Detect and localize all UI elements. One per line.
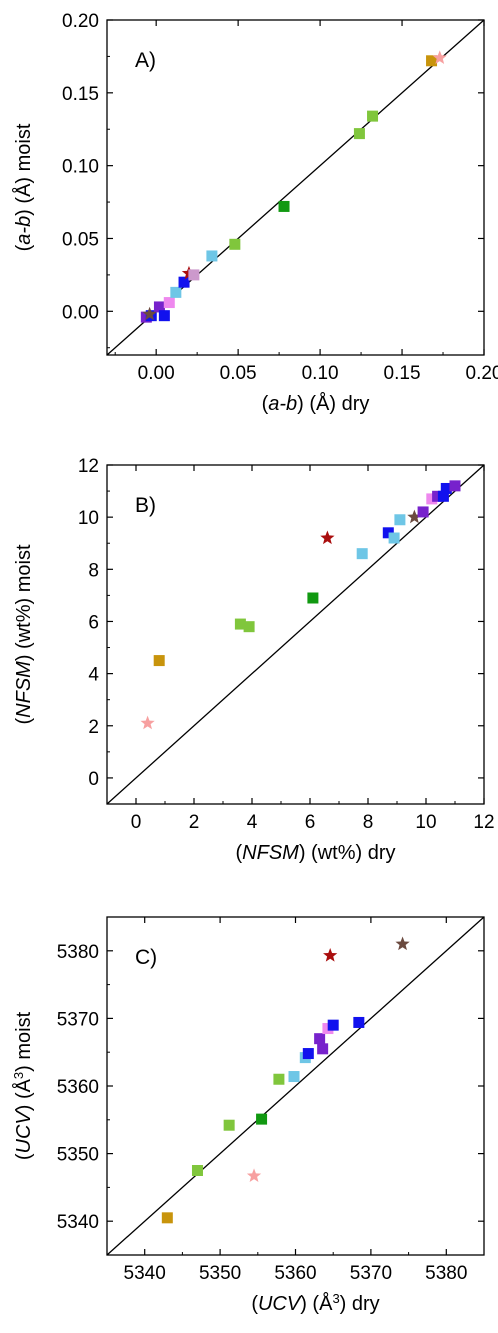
data-point-square: [188, 269, 200, 281]
x-tick-label: 5350: [199, 1263, 241, 1284]
data-point-square: [426, 493, 438, 505]
y-tick-label: 0.20: [62, 11, 99, 32]
y-axis-label: (a-b) (Å) moist: [12, 123, 35, 251]
panel-label: C): [135, 946, 157, 969]
data-point-square: [158, 310, 170, 322]
data-point-square: [229, 238, 241, 250]
y-tick-label: 0.15: [62, 84, 99, 105]
x-tick-label: 10: [415, 812, 436, 833]
data-point-square: [153, 301, 165, 313]
y-tick-label: 5370: [57, 1009, 99, 1030]
x-tick-label: 8: [363, 812, 374, 833]
data-point-square: [440, 482, 452, 494]
x-tick-label: 12: [473, 812, 494, 833]
data-point-square: [356, 548, 368, 560]
y-tick-label: 5380: [57, 942, 99, 963]
x-tick-label: 0: [131, 812, 142, 833]
plot-frame: [106, 19, 485, 356]
chart-panel-1: 0 2 4 6 8 10 12 0 2 4 6 8 10 12 (NFSM) (wt%) dry (NFSM)…: [13, 456, 495, 864]
data-point-square: [191, 1165, 203, 1176]
x-tick-label: 5340: [124, 1263, 166, 1284]
data-point-star: [395, 936, 410, 951]
data-point-square: [437, 490, 449, 502]
y-tick-label: 5340: [57, 1212, 99, 1233]
y-tick-label: 5350: [57, 1145, 99, 1166]
x-tick-label: 2: [189, 812, 200, 833]
chart-panel-0: 0.00 0.05 0.10 0.15 0.20 0.00 0.05 0.10 0.15 0.20…: [12, 11, 498, 415]
data-point-square: [314, 1033, 326, 1045]
data-point-star: [320, 530, 335, 545]
y-tick-label: 0.10: [62, 157, 99, 178]
x-tick-label: 0.10: [302, 363, 339, 384]
data-point-square: [153, 655, 165, 667]
plot-frame: [106, 464, 485, 805]
data-point-square: [161, 1212, 173, 1224]
x-axis-label: (a-b) (Å) dry: [262, 392, 370, 415]
y-tick-label: 2: [88, 717, 99, 738]
x-tick-label: 0.15: [384, 363, 421, 384]
identity-line: [106, 916, 485, 1256]
y-tick-label: 4: [88, 665, 99, 686]
data-point-square: [388, 532, 400, 544]
data-point-star: [407, 509, 422, 524]
y-axis-label: (NFSM) (wt%) moist: [13, 544, 35, 724]
data-point-square: [243, 621, 255, 633]
data-point-square: [382, 527, 394, 539]
x-tick-label: 6: [305, 812, 316, 833]
data-point-square: [426, 55, 438, 67]
x-tick-label: 0.00: [138, 363, 175, 384]
data-point-square: [223, 1119, 235, 1131]
data-point-square: [394, 514, 406, 526]
data-point-square: [278, 200, 290, 212]
data-point-square: [317, 1043, 329, 1055]
panel-label: A): [135, 49, 156, 72]
data-point-square: [353, 128, 365, 140]
x-tick-label: 5360: [274, 1263, 316, 1284]
y-tick-label: 0.05: [62, 229, 99, 250]
y-tick-label: 6: [88, 612, 99, 633]
data-point-square: [307, 592, 319, 604]
data-point-star: [432, 50, 447, 64]
x-tick-label: 0.20: [466, 363, 498, 384]
x-tick-label: 5370: [350, 1263, 392, 1284]
x-tick-label: 4: [247, 812, 258, 833]
data-point-square: [327, 1019, 339, 1031]
y-tick-label: 0: [88, 769, 99, 790]
data-point-square: [302, 1048, 314, 1060]
y-tick-label: 8: [88, 560, 99, 581]
y-tick-label: 10: [78, 508, 99, 529]
data-point-square: [449, 480, 461, 492]
x-axis-label: (UCV) (Å3) dry: [251, 1291, 379, 1316]
data-point-square: [206, 250, 218, 262]
data-point-square: [163, 297, 175, 309]
data-point-square: [170, 286, 182, 298]
data-point-star: [140, 715, 155, 730]
data-point-square: [367, 110, 379, 122]
y-tick-label: 0.00: [62, 302, 99, 323]
panel-label: B): [135, 494, 156, 517]
data-point-star: [246, 1168, 262, 1182]
data-point-square: [273, 1073, 285, 1085]
data-point-square: [417, 506, 429, 518]
data-point-square: [234, 618, 246, 630]
chart-panel-2: 5340 5350 5360 5370 5380 5340 5350 5360 5370 5380…: [11, 916, 485, 1316]
data-point-square: [432, 490, 444, 502]
identity-line: [106, 464, 485, 805]
y-tick-label: 5360: [57, 1077, 99, 1098]
y-tick-label: 12: [78, 456, 99, 477]
data-point-square: [256, 1113, 268, 1125]
x-tick-label: 0.05: [220, 363, 257, 384]
data-point-star: [142, 306, 157, 321]
data-point-square: [288, 1071, 300, 1083]
x-axis-label: (NFSM) (wt%) dry: [235, 842, 395, 864]
x-tick-label: 5380: [425, 1263, 467, 1284]
data-point-square: [178, 276, 190, 288]
y-axis-label: (UCV) (Å3) moist: [11, 1011, 36, 1160]
data-point-star: [323, 948, 338, 962]
data-point-square: [353, 1016, 365, 1028]
